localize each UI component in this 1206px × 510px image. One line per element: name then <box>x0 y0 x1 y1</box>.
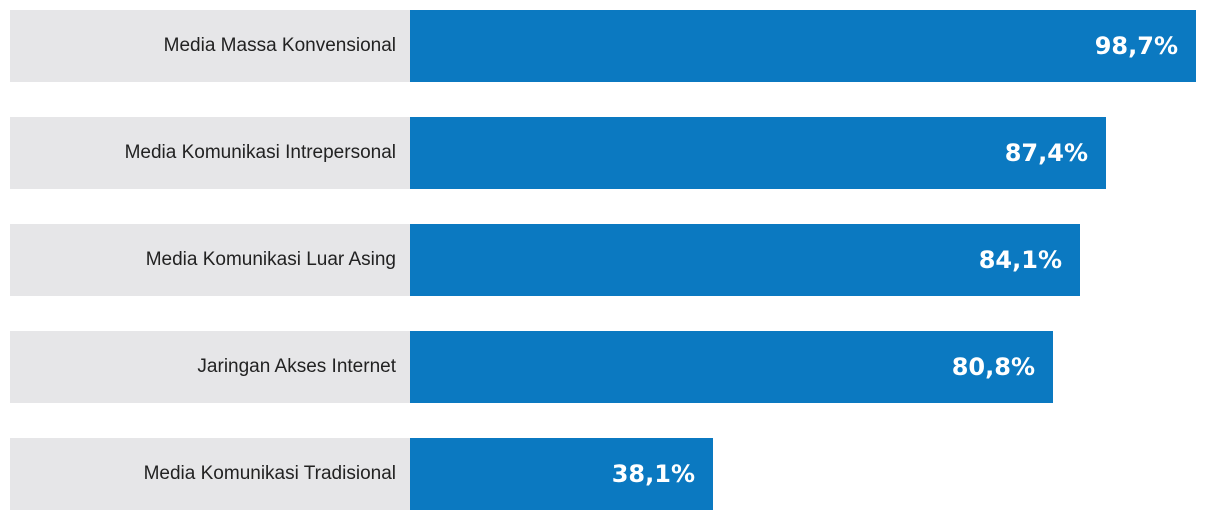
bar: 38,1% <box>410 438 713 510</box>
category-label: Jaringan Akses Internet <box>197 356 396 377</box>
bar: 84,1% <box>410 224 1080 296</box>
bar-value-label: 98,7% <box>1094 32 1178 60</box>
bar-value-label: 80,8% <box>951 353 1035 381</box>
category-label: Media Komunikasi Tradisional <box>143 463 396 484</box>
category-label: Media Komunikasi Intrepersonal <box>124 142 396 163</box>
bar-value-label: 87,4% <box>1004 139 1088 167</box>
bar-chart: Media Massa Konvensional 98,7% Media Komun… <box>10 10 1196 510</box>
category-label: Media Massa Konvensional <box>163 35 396 56</box>
bar-value-label: 38,1% <box>611 460 695 488</box>
category-label-box: Media Komunikasi Luar Asing <box>10 224 410 296</box>
bar: 87,4% <box>410 117 1106 189</box>
category-label-box: Media Komunikasi Intrepersonal <box>10 117 410 189</box>
category-label-box: Media Massa Konvensional <box>10 10 410 82</box>
category-label-box: Media Komunikasi Tradisional <box>10 438 410 510</box>
bar-value-label: 84,1% <box>978 246 1062 274</box>
bar: 98,7% <box>410 10 1196 82</box>
category-label: Media Komunikasi Luar Asing <box>145 249 396 270</box>
category-label-box: Jaringan Akses Internet <box>10 331 410 403</box>
bar: 80,8% <box>410 331 1053 403</box>
